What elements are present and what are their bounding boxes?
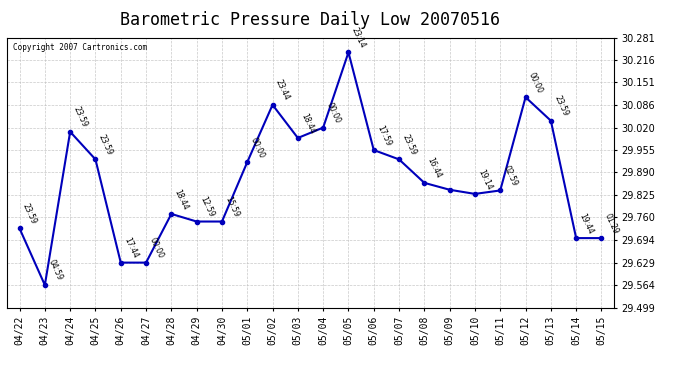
Text: 17:44: 17:44 [122, 236, 139, 260]
Text: 00:00: 00:00 [148, 236, 165, 260]
Text: 00:00: 00:00 [527, 71, 544, 94]
Text: 23:44: 23:44 [274, 78, 291, 102]
Text: 23:59: 23:59 [72, 105, 89, 129]
Text: 19:14: 19:14 [476, 168, 493, 191]
Text: 19:44: 19:44 [578, 212, 595, 236]
Text: 00:00: 00:00 [248, 136, 266, 159]
Text: 04:59: 04:59 [46, 258, 63, 282]
Text: 23:59: 23:59 [97, 133, 115, 157]
Text: 15:59: 15:59 [224, 195, 241, 219]
Text: 02:59: 02:59 [502, 164, 519, 188]
Text: 17:59: 17:59 [375, 124, 393, 147]
Text: 18:44: 18:44 [172, 188, 190, 211]
Text: 23:59: 23:59 [21, 202, 39, 226]
Text: 16:44: 16:44 [426, 156, 443, 180]
Text: 23:59: 23:59 [400, 133, 418, 157]
Text: 00:00: 00:00 [324, 101, 342, 125]
Text: 18:44: 18:44 [299, 112, 317, 135]
Text: 12:59: 12:59 [198, 195, 215, 219]
Text: 01:29: 01:29 [603, 212, 620, 236]
Text: 23:14: 23:14 [350, 26, 367, 50]
Text: Barometric Pressure Daily Low 20070516: Barometric Pressure Daily Low 20070516 [121, 11, 500, 29]
Text: Copyright 2007 Cartronics.com: Copyright 2007 Cartronics.com [13, 43, 147, 52]
Text: 23:59: 23:59 [552, 94, 570, 118]
